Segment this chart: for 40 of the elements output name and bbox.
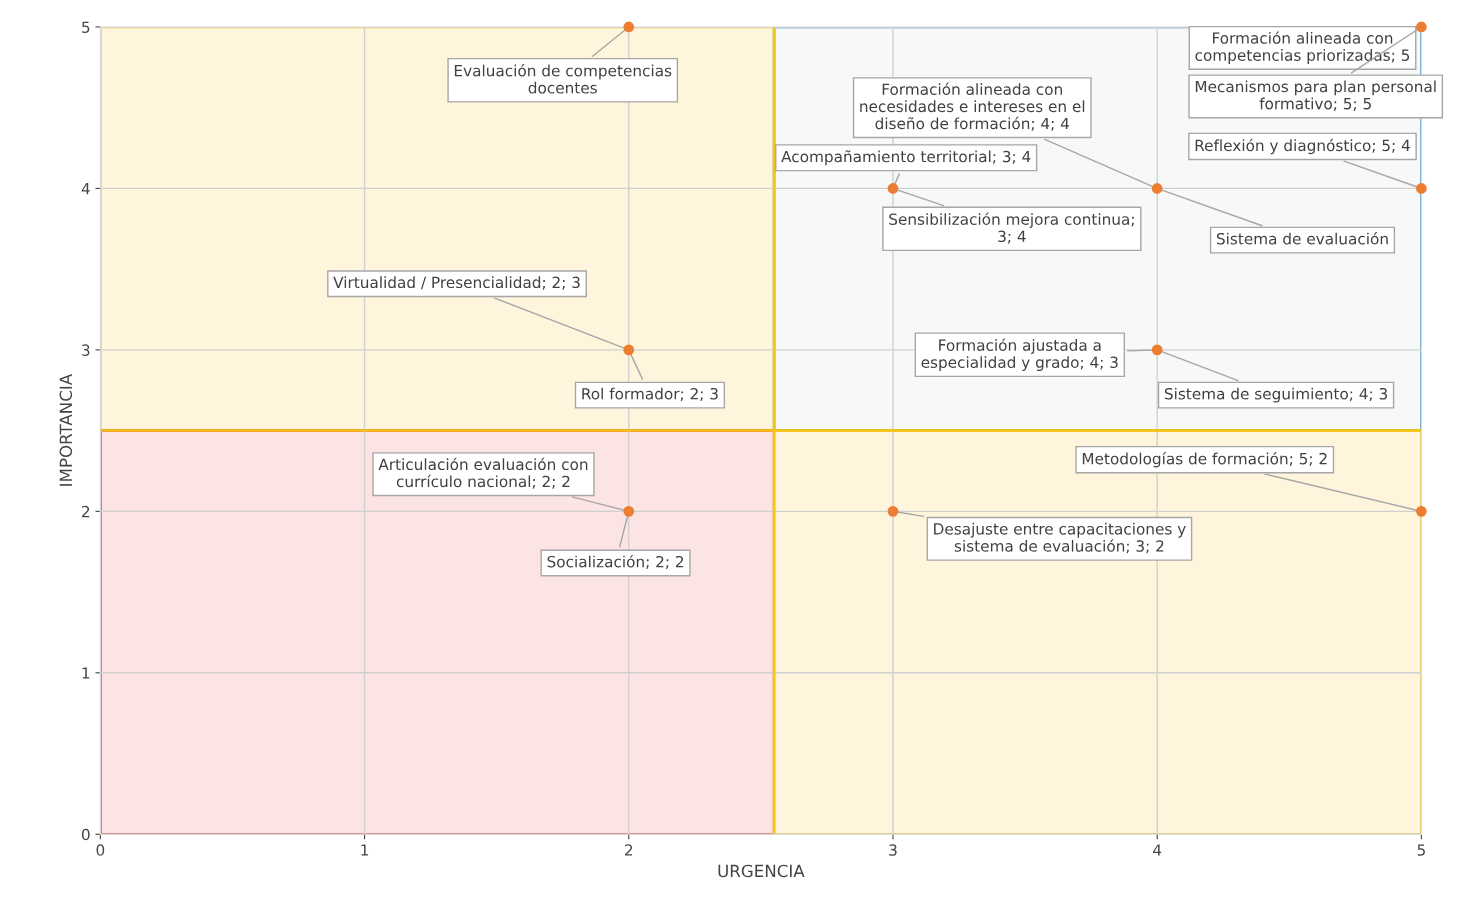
y-tick-label: 1 — [82, 667, 90, 679]
point — [1151, 183, 1163, 194]
annotation: Evaluación de competencias docentes — [454, 64, 672, 94]
annotation: Formación alineada con necesidades e intereses en el diseño de formación; 4; 4 — [860, 82, 1085, 131]
annotation: Sistema de seguimiento; 4; 3 — [1164, 387, 1388, 403]
y-tick-label: 2 — [82, 505, 90, 518]
x-tick-label: 0 — [96, 844, 105, 856]
annotation: Mecanismos para plan personal formativo; 5; 5 — [1195, 80, 1436, 111]
annotation: Rol formador; 2; 3 — [582, 387, 718, 402]
annotation: Articulación evaluación con currículo nacional; 2; 2 — [378, 457, 588, 489]
annotation: Virtualidad / Presencialidad; 2; 3 — [333, 276, 580, 290]
point — [1416, 21, 1427, 33]
x-tick-label: 4 — [1153, 844, 1162, 856]
point — [1416, 183, 1427, 194]
point — [623, 21, 635, 33]
y-tick-label: 3 — [82, 344, 90, 356]
point — [887, 183, 899, 194]
point — [887, 505, 899, 517]
point — [1416, 505, 1427, 517]
annotation: Metodologías de formación; 5; 2 — [1082, 451, 1327, 468]
x-tick-label: 3 — [889, 844, 897, 856]
point — [1151, 344, 1163, 356]
x-tick-label: 5 — [1417, 844, 1425, 856]
annotation: Desajuste entre capacitaciones y sistema de evaluación; 3; 2 — [934, 522, 1186, 554]
y-tick-label: 4 — [81, 183, 90, 195]
y-axis-title: IMPORTANCIA — [59, 373, 73, 486]
annotation: Sistema de evaluación — [1216, 232, 1388, 245]
point — [623, 344, 635, 356]
point — [623, 505, 635, 517]
annotation: Reflexión y diagnóstico; 5; 4 — [1195, 138, 1410, 155]
annotation: Formación alineada con competencias priorizadas; 5 — [1195, 31, 1410, 64]
y-tick-label: 0 — [81, 828, 90, 841]
x-tick-label: 2 — [625, 844, 633, 856]
annotation: Sensibilización mejora continua; 3; 4 — [889, 212, 1134, 244]
y-tick-label: 5 — [82, 21, 90, 33]
x-axis-title: URGENCIA — [718, 864, 805, 878]
x-tick-label: 1 — [361, 844, 369, 856]
annotation: Socialización; 2; 2 — [547, 555, 684, 570]
annotation: Formación ajustada a especialidad y grado; 4; 3 — [921, 338, 1118, 371]
annotation: Acompañamiento territorial; 3; 4 — [781, 150, 1031, 166]
